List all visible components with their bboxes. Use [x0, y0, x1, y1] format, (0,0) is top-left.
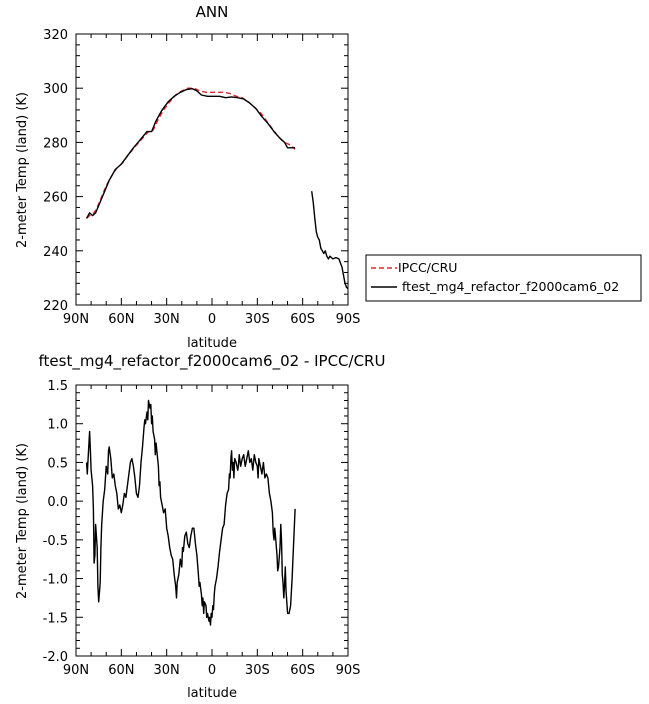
top-plot-frame — [75, 33, 349, 306]
bottom-x-tick-labels: 90N 60N 30N 0 30S 60S 90S — [63, 663, 361, 678]
bottom-x-tick-label: 60N — [108, 663, 134, 678]
top-y-tick-label: 260 — [43, 191, 68, 206]
bottom-series-line-0 — [85, 399, 296, 626]
bottom-y-tick-labels: -2.0 -1.5 -1.0 -0.5 0.0 0.5 1.0 1.5 — [43, 379, 68, 665]
top-y-tick-label: 300 — [43, 82, 68, 97]
bottom-chart-title: ftest_mg4_refactor_f2000cam6_02 - IPCC/C… — [39, 352, 386, 371]
top-x-tick-label: 90N — [63, 312, 89, 327]
top-series-line-0 — [86, 87, 296, 219]
top-x-tick-label: 60S — [290, 312, 315, 327]
bottom-y-tick-label: -1.0 — [43, 573, 68, 588]
legend-label-ipcc: IPCC/CRU — [398, 260, 457, 275]
top-y-axis-label: 2-meter Temp (land) (K) — [15, 92, 30, 248]
top-x-tick-label: 30N — [154, 312, 180, 327]
bottom-y-tick-label: 1.5 — [47, 379, 68, 394]
bottom-y-tick-label: 0.5 — [47, 456, 68, 471]
legend-box — [365, 254, 642, 302]
top-plot-area — [75, 33, 349, 306]
top-x-axis-label: latitude — [187, 336, 237, 351]
bottom-chart: ftest_mg4_refactor_f2000cam6_02 - IPCC/C… — [15, 352, 385, 701]
top-x-tick-label: 60N — [108, 312, 134, 327]
top-x-tick-labels: 90N 60N 30N 0 30S 60S 90S — [63, 312, 361, 327]
bottom-x-tick-label: 30N — [154, 663, 180, 678]
bottom-y-tick-label: 1.0 — [47, 418, 68, 433]
bottom-x-tick-label: 90S — [336, 663, 361, 678]
bottom-x-axis-label: latitude — [187, 686, 237, 701]
bottom-y-axis-label: 2-meter Temp (land) (K) — [15, 443, 30, 599]
top-series-line-1-seg1 — [311, 191, 349, 290]
top-x-tick-label: 30S — [245, 312, 270, 327]
bottom-x-tick-label: 60S — [290, 663, 315, 678]
bottom-y-tick-label: -2.0 — [43, 650, 68, 665]
top-y-tick-label: 220 — [43, 299, 68, 314]
bottom-y-tick-label: -0.5 — [43, 534, 68, 549]
bottom-y-tick-label: -1.5 — [43, 611, 68, 626]
legend: IPCC/CRU ftest_mg4_refactor_f2000cam6_02 — [365, 254, 642, 302]
top-x-tick-label: 90S — [336, 312, 361, 327]
top-series-line-1-seg0 — [85, 88, 296, 219]
top-y-tick-label: 240 — [43, 245, 68, 260]
top-x-tick-label: 0 — [208, 312, 216, 327]
top-chart-title: ANN — [196, 3, 229, 21]
bottom-x-tick-label: 30S — [245, 663, 270, 678]
top-y-tick-label: 280 — [43, 136, 68, 151]
legend-label-model: ftest_mg4_refactor_f2000cam6_02 — [402, 279, 619, 294]
top-chart: ANN 90N 60N 30N 0 30S 60S 90S 220 240 260 280 300 3… — [15, 3, 360, 351]
bottom-y-tick-label: 0.0 — [47, 495, 68, 510]
bottom-x-tick-label: 0 — [208, 663, 216, 678]
bottom-x-tick-label: 90N — [63, 663, 89, 678]
bottom-plot-area — [75, 384, 349, 657]
bottom-plot-frame — [75, 384, 349, 657]
top-y-tick-label: 320 — [43, 28, 68, 43]
top-y-tick-labels: 220 240 260 280 300 320 — [43, 28, 68, 314]
